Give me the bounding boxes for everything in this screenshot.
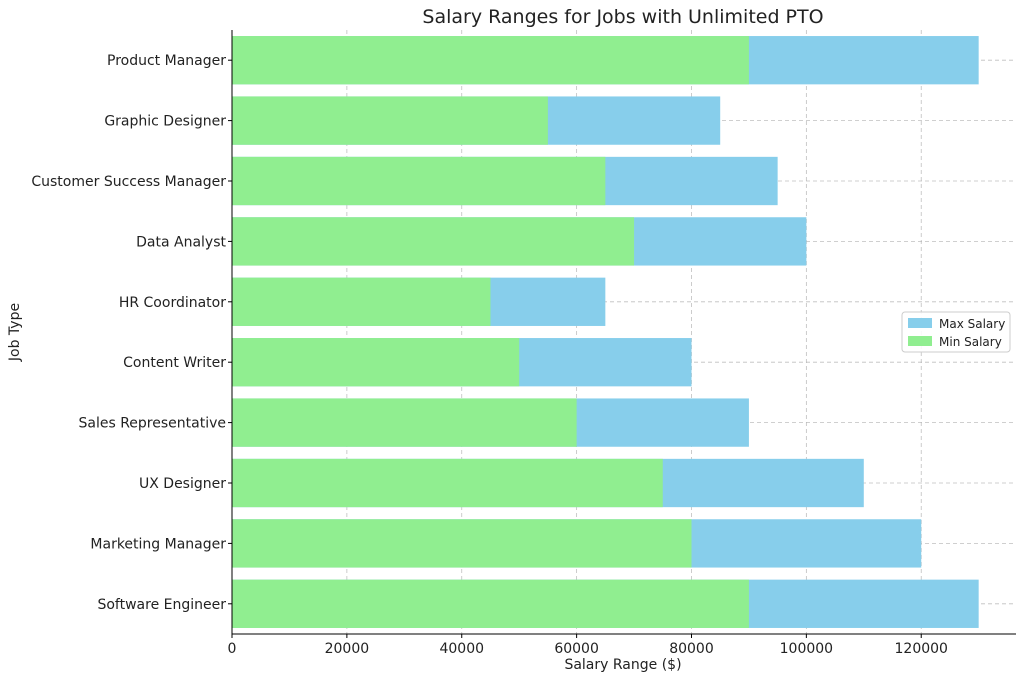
min-salary-bar-0 <box>232 579 749 628</box>
min-salary-bar-1 <box>232 519 692 568</box>
axis-layer: 0 20000 40000 60000 80000 100000 120000 Softwar… <box>31 30 1016 657</box>
min-salary-bar-3 <box>232 398 577 447</box>
min-salary-legend-label: Min Salary <box>939 335 1002 349</box>
y-tick-label-6: Data Analyst <box>136 234 226 250</box>
min-salary-bar-9 <box>232 36 749 85</box>
min-salary-bar-7 <box>232 156 606 206</box>
y-tick-label-3: Sales Representative <box>79 416 227 432</box>
x-tick-label-6: 120000 <box>895 641 948 657</box>
bar-layer <box>232 36 979 628</box>
y-tick-label-4: Content Writer <box>123 355 226 371</box>
y-axis-label: Job Type <box>7 303 23 362</box>
min-salary-bar-4 <box>232 338 520 387</box>
max-salary-legend-swatch <box>908 318 932 328</box>
x-axis-label: Salary Range ($) <box>564 657 681 673</box>
min-salary-legend-swatch <box>908 336 932 346</box>
max-salary-legend-label: Max Salary <box>939 317 1005 331</box>
x-tick-label-0: 0 <box>228 641 237 657</box>
x-tick-label-4: 80000 <box>669 641 714 657</box>
y-tick-label-0: Software Engineer <box>97 597 226 613</box>
min-salary-bar-2 <box>232 458 663 508</box>
x-tick-label-3: 60000 <box>554 641 599 657</box>
x-tick-label-1: 20000 <box>325 641 370 657</box>
legend: Max Salary Min Salary <box>901 311 1011 353</box>
y-tick-label-9: Product Manager <box>107 53 226 69</box>
x-tick-label-5: 100000 <box>780 641 833 657</box>
min-salary-bar-6 <box>232 217 635 266</box>
y-tick-label-7: Customer Success Manager <box>31 174 226 190</box>
chart-title: Salary Ranges for Jobs with Unlimited PT… <box>422 6 823 28</box>
min-salary-bar-8 <box>232 96 548 145</box>
y-tick-label-8: Graphic Designer <box>104 114 226 130</box>
y-tick-label-1: Marketing Manager <box>90 536 226 552</box>
min-salary-bar-5 <box>232 277 491 326</box>
y-tick-label-2: UX Designer <box>139 476 226 492</box>
x-tick-label-2: 40000 <box>439 641 484 657</box>
y-tick-label-5: HR Coordinator <box>119 295 226 311</box>
